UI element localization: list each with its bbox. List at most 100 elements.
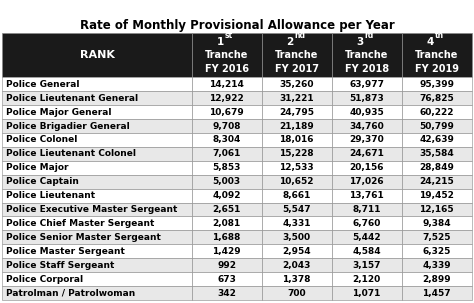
- Text: FY 2016: FY 2016: [205, 65, 248, 75]
- Bar: [2, 244, 191, 258]
- Text: 42,639: 42,639: [419, 135, 454, 145]
- Bar: [401, 175, 472, 189]
- Text: RANK: RANK: [80, 50, 114, 60]
- Text: Police Chief Master Sergeant: Police Chief Master Sergeant: [6, 219, 154, 228]
- Text: rd: rd: [365, 32, 374, 41]
- Bar: [401, 77, 472, 91]
- Bar: [401, 133, 472, 147]
- Text: 4,584: 4,584: [352, 247, 381, 256]
- Text: Police Lieutenant General: Police Lieutenant General: [6, 94, 138, 103]
- Text: 40,935: 40,935: [349, 108, 384, 117]
- Text: 31,221: 31,221: [279, 94, 314, 103]
- Bar: [2, 105, 191, 119]
- Text: nd: nd: [295, 32, 306, 41]
- Bar: [2, 175, 191, 189]
- Text: Tranche: Tranche: [345, 50, 388, 60]
- Bar: [401, 203, 472, 216]
- Text: 21,189: 21,189: [279, 122, 314, 131]
- Text: 24,795: 24,795: [279, 108, 314, 117]
- Bar: [332, 175, 401, 189]
- Text: 50,799: 50,799: [419, 122, 454, 131]
- Bar: [191, 203, 262, 216]
- Text: 63,977: 63,977: [349, 80, 384, 89]
- Bar: [2, 230, 191, 244]
- Bar: [191, 216, 262, 230]
- Bar: [191, 244, 262, 258]
- Bar: [332, 216, 401, 230]
- Bar: [262, 216, 332, 230]
- Text: Police Executive Master Sergeant: Police Executive Master Sergeant: [6, 205, 177, 214]
- Text: 35,584: 35,584: [419, 149, 454, 158]
- Bar: [191, 258, 262, 272]
- Text: 14,214: 14,214: [209, 80, 244, 89]
- Text: 2,043: 2,043: [283, 261, 311, 270]
- Text: th: th: [435, 32, 444, 41]
- Text: 2,120: 2,120: [353, 275, 381, 284]
- Text: 29,370: 29,370: [349, 135, 384, 145]
- Text: 3,500: 3,500: [283, 233, 310, 242]
- Bar: [401, 286, 472, 300]
- Text: Tranche: Tranche: [415, 50, 458, 60]
- Bar: [2, 147, 191, 161]
- Bar: [262, 91, 332, 105]
- Bar: [262, 105, 332, 119]
- Bar: [332, 230, 401, 244]
- Bar: [2, 161, 191, 175]
- Text: Police Colonel: Police Colonel: [6, 135, 77, 145]
- Bar: [2, 133, 191, 147]
- Bar: [191, 286, 262, 300]
- Text: Rate of Monthly Provisional Allowance per Year: Rate of Monthly Provisional Allowance pe…: [80, 19, 394, 32]
- Bar: [262, 33, 332, 77]
- Text: 700: 700: [287, 288, 306, 298]
- Text: 7,525: 7,525: [422, 233, 451, 242]
- Text: 20,156: 20,156: [349, 163, 384, 172]
- Text: Tranche: Tranche: [275, 50, 319, 60]
- Text: Police Senior Master Sergeant: Police Senior Master Sergeant: [6, 233, 161, 242]
- Bar: [2, 33, 191, 77]
- Bar: [332, 161, 401, 175]
- Bar: [332, 286, 401, 300]
- Bar: [262, 119, 332, 133]
- Text: 1,429: 1,429: [212, 247, 241, 256]
- Text: 15,228: 15,228: [279, 149, 314, 158]
- Text: Police Captain: Police Captain: [6, 177, 79, 186]
- Text: 4,092: 4,092: [212, 191, 241, 200]
- Bar: [191, 175, 262, 189]
- Bar: [262, 161, 332, 175]
- Text: 9,708: 9,708: [212, 122, 241, 131]
- Bar: [401, 216, 472, 230]
- Text: Police Master Sergeant: Police Master Sergeant: [6, 247, 125, 256]
- Text: 4: 4: [427, 37, 434, 47]
- Text: 24,671: 24,671: [349, 149, 384, 158]
- Text: 4,339: 4,339: [422, 261, 451, 270]
- Bar: [401, 244, 472, 258]
- Text: 5,442: 5,442: [352, 233, 381, 242]
- Text: Police Staff Sergeant: Police Staff Sergeant: [6, 261, 114, 270]
- Bar: [262, 230, 332, 244]
- Text: 12,922: 12,922: [209, 94, 244, 103]
- Text: Police General: Police General: [6, 80, 79, 89]
- Text: 51,873: 51,873: [349, 94, 384, 103]
- Text: 2,899: 2,899: [422, 275, 451, 284]
- Bar: [332, 33, 401, 77]
- Text: Police Corporal: Police Corporal: [6, 275, 83, 284]
- Text: FY 2018: FY 2018: [345, 65, 389, 75]
- Text: 1,457: 1,457: [422, 288, 451, 298]
- Bar: [2, 189, 191, 203]
- Text: 17,026: 17,026: [349, 177, 384, 186]
- Text: Patrolman / Patrolwoman: Patrolman / Patrolwoman: [6, 288, 135, 298]
- Bar: [191, 230, 262, 244]
- Bar: [401, 189, 472, 203]
- Text: 9,384: 9,384: [422, 219, 451, 228]
- Bar: [401, 105, 472, 119]
- Text: 10,652: 10,652: [279, 177, 314, 186]
- Text: 3: 3: [356, 37, 364, 47]
- Text: 673: 673: [217, 275, 236, 284]
- Text: Police Lieutenant: Police Lieutenant: [6, 191, 95, 200]
- Text: Police Major General: Police Major General: [6, 108, 111, 117]
- Bar: [191, 91, 262, 105]
- Bar: [191, 133, 262, 147]
- Bar: [2, 272, 191, 286]
- Bar: [332, 189, 401, 203]
- Text: 35,260: 35,260: [279, 80, 314, 89]
